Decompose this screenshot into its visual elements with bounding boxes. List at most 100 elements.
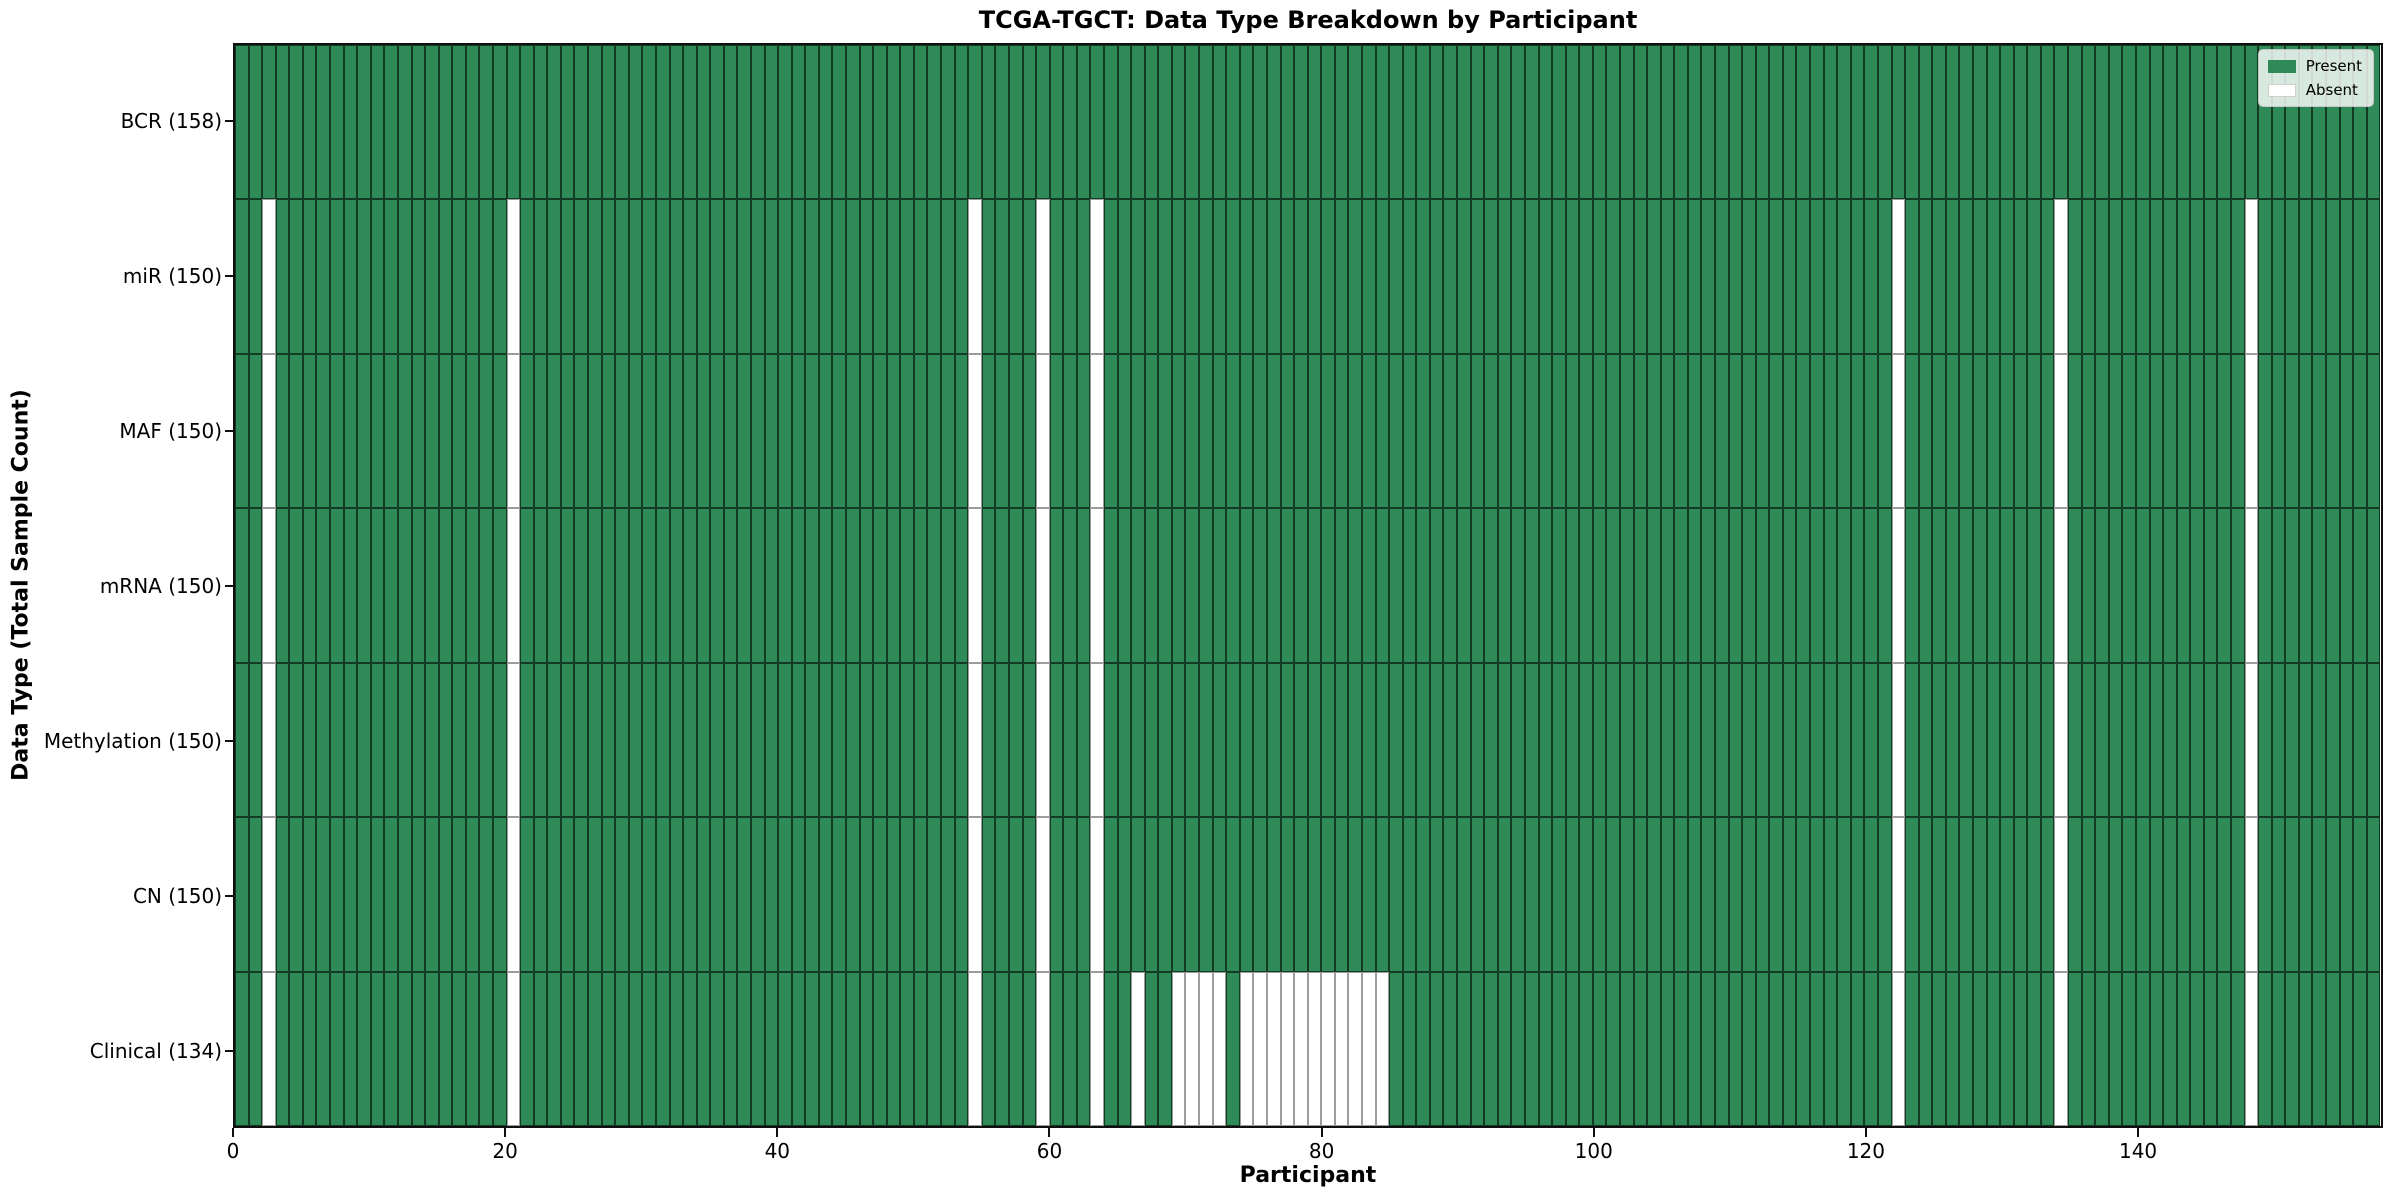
matrix-cell xyxy=(2149,508,2164,663)
matrix-cell xyxy=(1361,199,1376,354)
matrix-cell xyxy=(1715,45,1729,200)
matrix-cell xyxy=(1117,199,1132,354)
matrix-cell xyxy=(1864,971,1878,1126)
matrix-cell xyxy=(1715,353,1729,509)
matrix-cell xyxy=(1416,199,1430,354)
matrix-cell xyxy=(2326,353,2340,509)
matrix-cell xyxy=(900,199,914,354)
matrix-cell xyxy=(1402,353,1417,509)
matrix-cell xyxy=(1674,199,1688,354)
y-tick-label: MAF (150) xyxy=(119,418,222,443)
matrix-cell xyxy=(1810,662,1824,818)
matrix-cell xyxy=(1402,817,1417,972)
matrix-cell xyxy=(1579,199,1593,354)
matrix-cell xyxy=(818,199,833,354)
matrix-cell xyxy=(1511,45,1525,200)
matrix-row-BCR xyxy=(235,45,2381,200)
matrix-cell xyxy=(547,662,561,818)
matrix-cell xyxy=(601,508,616,663)
matrix-cell xyxy=(913,817,928,972)
matrix-cell xyxy=(1484,45,1498,200)
matrix-cell xyxy=(1945,508,1960,663)
matrix-cell xyxy=(750,508,765,663)
matrix-cell xyxy=(1402,662,1417,818)
matrix-cell xyxy=(397,662,412,818)
matrix-cell xyxy=(1090,199,1104,354)
matrix-cell xyxy=(479,45,493,200)
matrix-cell xyxy=(235,662,249,818)
x-tick-mark xyxy=(776,1128,779,1137)
matrix-cell xyxy=(737,508,751,663)
matrix-cell xyxy=(1334,45,1349,200)
matrix-cell xyxy=(2095,817,2109,972)
matrix-cell xyxy=(1266,508,1281,663)
matrix-cell xyxy=(981,508,996,663)
matrix-cell xyxy=(2122,817,2136,972)
matrix-cell xyxy=(1782,508,1797,663)
matrix-cell xyxy=(506,508,521,663)
matrix-cell xyxy=(533,45,548,200)
matrix-cell xyxy=(1158,508,1172,663)
matrix-cell xyxy=(1687,45,1702,200)
matrix-cell xyxy=(886,971,901,1126)
matrix-cell xyxy=(262,662,276,818)
matrix-cell xyxy=(560,508,575,663)
matrix-cell xyxy=(533,353,548,509)
matrix-cell xyxy=(425,662,439,818)
matrix-cell xyxy=(1334,662,1349,818)
matrix-cell xyxy=(1782,199,1797,354)
matrix-cell xyxy=(506,353,521,509)
matrix-cell xyxy=(1008,508,1023,663)
matrix-cell xyxy=(1891,508,1906,663)
matrix-cell xyxy=(886,508,901,663)
matrix-cell xyxy=(1918,971,1933,1126)
matrix-cell xyxy=(1810,199,1824,354)
matrix-cell xyxy=(275,662,290,818)
matrix-cell xyxy=(1918,45,1933,200)
matrix-cell xyxy=(397,353,412,509)
matrix-cell xyxy=(1144,662,1159,818)
matrix-cell xyxy=(1687,199,1702,354)
matrix-cell xyxy=(1864,45,1878,200)
matrix-cell xyxy=(2312,971,2327,1126)
matrix-cell xyxy=(2217,971,2231,1126)
matrix-cell xyxy=(2230,508,2245,663)
matrix-cell xyxy=(2135,817,2150,972)
matrix-cell xyxy=(764,971,779,1126)
y-tick-label: miR (150) xyxy=(122,263,222,288)
matrix-cell xyxy=(1877,199,1892,354)
matrix-cell xyxy=(2353,508,2367,663)
matrix-cell xyxy=(1552,45,1566,200)
matrix-cell xyxy=(2122,199,2136,354)
matrix-cell xyxy=(1647,971,1661,1126)
matrix-cell xyxy=(2203,45,2218,200)
matrix-cell xyxy=(479,353,493,509)
matrix-cell xyxy=(2027,662,2041,818)
matrix-cell xyxy=(492,508,507,663)
matrix-cell xyxy=(411,199,426,354)
matrix-cell xyxy=(588,353,602,509)
matrix-cell xyxy=(1348,45,1362,200)
matrix-cell xyxy=(2027,971,2041,1126)
matrix-cell xyxy=(981,971,996,1126)
matrix-cell xyxy=(1131,508,1145,663)
matrix-cell xyxy=(316,971,331,1126)
matrix-cell xyxy=(1090,662,1104,818)
matrix-cell xyxy=(1959,662,1973,818)
matrix-cell xyxy=(533,971,548,1126)
matrix-cell xyxy=(1619,45,1634,200)
matrix-cell xyxy=(1348,199,1362,354)
matrix-cell xyxy=(1782,353,1797,509)
matrix-cell xyxy=(1375,817,1390,972)
matrix-cell xyxy=(1823,508,1838,663)
matrix-cell xyxy=(465,971,480,1126)
matrix-cell xyxy=(778,971,792,1126)
matrix-cell xyxy=(1022,199,1037,354)
matrix-cell xyxy=(628,971,643,1126)
matrix-cell xyxy=(2271,199,2286,354)
matrix-cell xyxy=(1973,199,1987,354)
matrix-cell xyxy=(846,817,860,972)
matrix-cell xyxy=(1334,971,1349,1126)
matrix-cell xyxy=(2081,199,2096,354)
